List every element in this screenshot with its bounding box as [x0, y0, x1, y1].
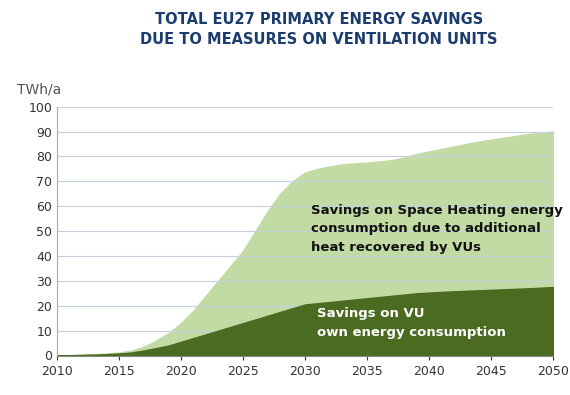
Text: Savings on Space Heating energy
consumption due to additional
heat recovered by : Savings on Space Heating energy consumpt…	[311, 203, 563, 254]
Text: Savings on VU
own energy consumption: Savings on VU own energy consumption	[317, 307, 506, 339]
Text: TOTAL EU27 PRIMARY ENERGY SAVINGS
DUE TO MEASURES ON VENTILATION UNITS: TOTAL EU27 PRIMARY ENERGY SAVINGS DUE TO…	[140, 12, 498, 47]
Text: TWh/a: TWh/a	[17, 83, 62, 97]
